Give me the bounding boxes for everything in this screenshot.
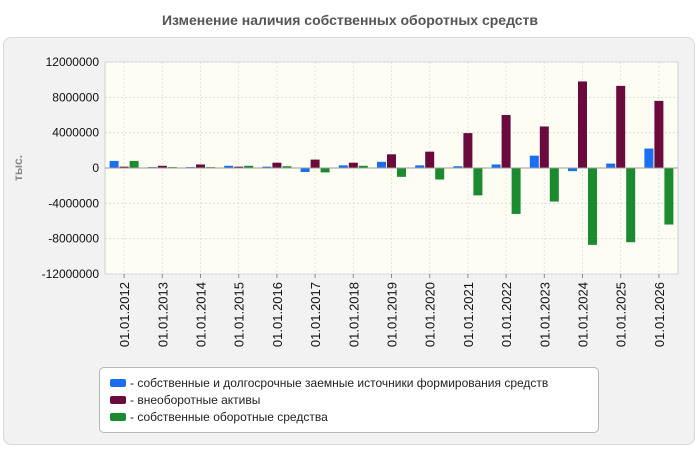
bar-series-3 [397,168,406,177]
bar-series-2 [501,115,511,168]
bar-series-2 [463,133,473,168]
bar-series-2 [272,162,282,168]
bar-series-1 [529,155,539,168]
bar-series-1 [491,164,501,168]
bar-series-3 [282,166,292,168]
bar-series-3 [435,168,445,180]
x-tick-label: 01.01.2025 [614,282,629,347]
x-tick-label: 01.01.2021 [461,282,476,347]
bar-series-3 [358,165,368,168]
bar-series-1 [644,148,654,168]
legend-label-series-2: - внеоборотные активы [130,392,261,407]
x-tick-label: 01.01.2023 [537,282,552,347]
bar-series-2 [234,166,244,168]
bar-series-3 [588,168,597,245]
legend-swatch-series-3 [110,412,126,421]
bar-series-1 [453,166,463,168]
bar-series-3 [511,168,521,214]
bar-series-3 [244,165,254,168]
y-tick-label: 0 [92,161,99,175]
x-tick-label: 01.01.2014 [194,282,209,347]
x-tick-label: 01.01.2019 [385,282,400,347]
legend-item-series-3: - собственные оборотные средства [110,408,598,425]
x-tick-label: 01.01.2017 [308,282,323,347]
bar-series-1 [262,166,272,168]
legend-text-series-1: собственные и долгосрочные заемные источ… [137,375,549,390]
x-tick-label: 01.01.2024 [576,282,591,347]
x-tick-label: 01.01.2022 [499,282,514,347]
bar-series-2 [539,126,549,168]
bar-series-2 [616,85,626,168]
y-axis-label: тыс. [11,155,25,181]
tick-labels: 12000000 8000000 4000000 0 -4000000 -8000000 -… [42,55,667,347]
bar-series-2 [157,165,167,168]
x-tick-label: 01.01.2016 [270,282,285,347]
y-tick-label: 4000000 [52,126,99,140]
bar-series-1 [109,160,119,168]
y-tick-label: -8000000 [48,232,99,246]
legend-item-series-2: - внеоборотные активы [110,391,598,408]
axis-layer [105,167,678,278]
legend-label-series-3: - собственные оборотные средства [130,409,328,424]
y-tick-label: -12000000 [42,267,100,281]
y-tick-label: 12000000 [46,55,100,69]
bar-series-2 [425,151,435,168]
bar-series-3 [664,168,674,225]
x-tick-label: 01.01.2020 [423,282,438,347]
y-tick-label: -4000000 [48,196,99,210]
x-tick-label: 01.01.2012 [117,282,132,347]
bar-series-1 [415,165,425,168]
bar-series-1 [606,163,616,168]
bar-series-3 [626,168,636,243]
bar-series-3 [129,160,139,168]
y-tick-label: 8000000 [52,90,99,104]
legend-text-series-2: внеоборотные активы [137,392,261,407]
bar-series-1 [377,161,386,168]
legend-label-series-1: - собственные и долгосрочные заемные ист… [130,375,549,390]
bar-series-2 [310,159,320,168]
x-tick-label: 01.01.2015 [232,282,247,347]
bar-series-2 [578,81,587,168]
bars-layer [109,81,674,245]
legend-item-series-1: - собственные и долгосрочные заемные ист… [110,374,598,391]
legend-swatch-series-1 [110,378,126,387]
legend-text-series-3: собственные оборотные средства [137,409,328,424]
legend-swatch-series-2 [110,395,126,404]
legend: - собственные и долгосрочные заемные ист… [99,367,599,433]
bar-series-1 [300,168,310,172]
bar-series-2 [348,162,358,168]
bar-series-3 [473,168,483,196]
x-tick-label: 01.01.2013 [155,282,170,347]
bar-series-1 [568,168,577,172]
chart-title: Изменение наличия собственных оборотных … [161,12,539,28]
x-tick-label: 01.01.2026 [652,282,667,347]
bar-series-2 [387,154,396,168]
bar-series-2 [654,100,664,168]
bar-series-2 [196,164,205,168]
bar-series-3 [320,168,330,173]
x-tick-label: 01.01.2018 [346,282,361,347]
bar-series-1 [338,165,348,168]
bar-series-2 [119,166,129,168]
bar-series-1 [224,165,234,168]
bar-series-3 [549,168,559,202]
